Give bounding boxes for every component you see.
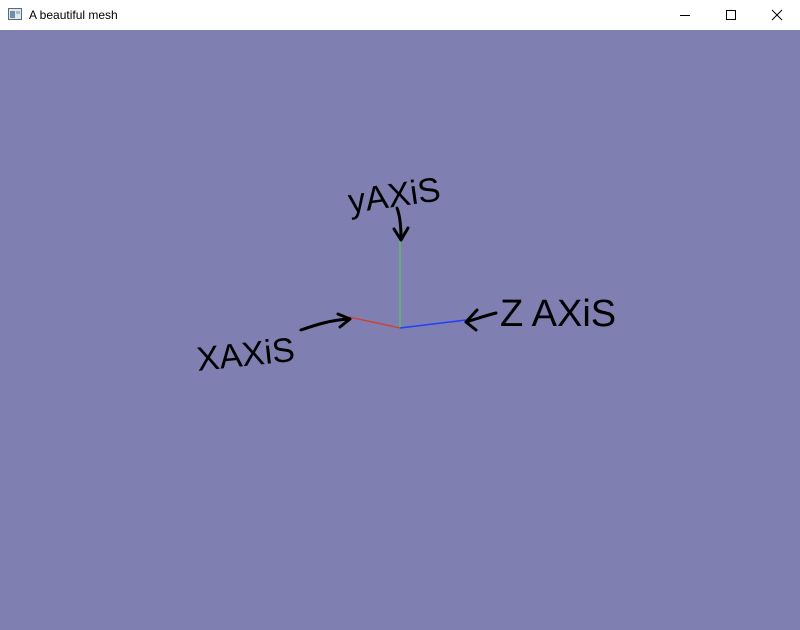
app-window-icon: [8, 8, 22, 20]
maximize-icon: [726, 10, 736, 20]
axes-gizmo: [348, 240, 467, 329]
render-viewport[interactable]: yAXiS XAXiS Z AXiS: [0, 30, 800, 630]
y-axis-arrow: [392, 206, 410, 242]
z-axis-label: Z AXiS: [500, 293, 616, 335]
y-axis-label: yAXiS: [346, 171, 443, 222]
close-button[interactable]: [754, 0, 800, 30]
z-axis-line: [399, 319, 467, 329]
x-axis-line: [348, 316, 401, 329]
x-axis-label: XAXiS: [195, 331, 297, 379]
window-title: A beautiful mesh: [29, 8, 118, 22]
close-icon: [771, 9, 783, 21]
scene-canvas[interactable]: yAXiS XAXiS Z AXiS: [0, 30, 800, 630]
x-axis-arrow: [299, 312, 352, 332]
minimize-button[interactable]: [662, 0, 708, 30]
annotation-arrows: [299, 206, 498, 332]
title-bar[interactable]: A beautiful mesh: [0, 0, 800, 30]
z-axis-arrow: [464, 308, 498, 332]
minimize-icon: [680, 15, 690, 16]
maximize-button[interactable]: [708, 0, 754, 30]
